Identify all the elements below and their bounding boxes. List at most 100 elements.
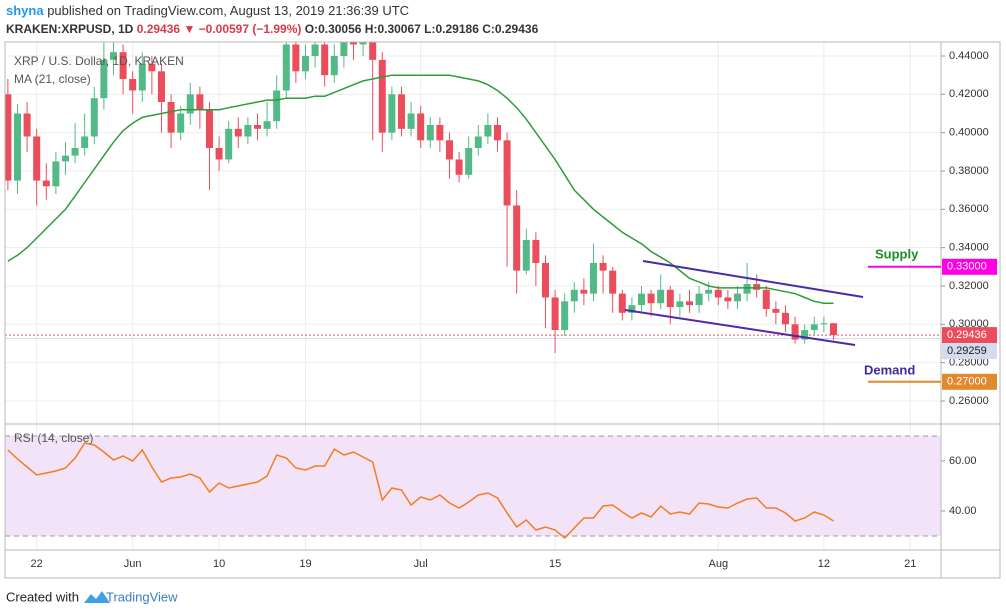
candle-body <box>253 124 261 129</box>
candle-body <box>570 289 578 302</box>
candle-body <box>666 289 674 308</box>
candle-body <box>215 147 223 160</box>
candle-body <box>321 44 329 76</box>
candle-body <box>714 289 722 298</box>
candle-body <box>42 180 50 187</box>
y-tick-label: 0.38000 <box>949 165 989 177</box>
candle-body <box>657 289 665 304</box>
frame <box>4 41 1001 579</box>
axis-labels: 22 Jun 10 19 Jul 15 Aug 12 210.260000.280000.300… <box>31 50 997 570</box>
price-label-box <box>942 258 997 275</box>
candle-body <box>599 262 607 271</box>
channel-top <box>642 260 864 298</box>
rsi-tick-label: 60.00 <box>949 455 977 467</box>
candle-body <box>234 128 242 137</box>
indicator-lines <box>7 74 834 540</box>
candle-body <box>359 42 367 45</box>
candle-body <box>129 78 137 91</box>
demand-label: Demand <box>864 362 915 377</box>
candle-body <box>71 147 79 156</box>
candle-body <box>551 297 559 331</box>
candle-body <box>148 63 156 72</box>
candle-body <box>23 113 31 137</box>
rsi-line <box>7 442 834 540</box>
candle-body <box>263 121 271 129</box>
candle-body <box>205 109 213 148</box>
candle-body <box>829 323 837 336</box>
candle-body <box>417 113 425 141</box>
rsi-tick-label: 40.00 <box>949 505 977 517</box>
candle-body <box>801 330 809 340</box>
price-legend: XRP / U.S. Dollar, 1D, KRAKEN <box>14 54 184 68</box>
symbol: KRAKEN:XRPUSD, 1D <box>6 22 134 36</box>
candle-body <box>561 301 569 331</box>
candle-body <box>330 55 338 76</box>
footer-created: Created with <box>6 589 79 604</box>
candle-body <box>695 293 703 306</box>
x-tick-label: 22 <box>31 558 43 570</box>
rsi-band <box>5 435 941 537</box>
candle-body <box>685 301 693 306</box>
candle-body <box>100 59 108 99</box>
candle-body <box>138 63 146 91</box>
candle-body <box>167 101 175 133</box>
candle-body <box>426 124 434 141</box>
y-tick-label: 0.28000 <box>949 357 989 369</box>
candle-body <box>541 262 549 298</box>
candle-body <box>618 293 626 313</box>
candle-body <box>225 128 233 160</box>
x-tick-label: 15 <box>549 558 561 570</box>
candle-body <box>52 161 60 187</box>
candle-body <box>407 113 415 129</box>
y-tick-label: 0.40000 <box>949 127 989 139</box>
price-label: 0.27000 <box>947 376 987 388</box>
x-tick-label: 21 <box>904 558 916 570</box>
candle-body <box>90 98 98 137</box>
candle-body <box>436 124 444 141</box>
y-tick-label: 0.44000 <box>949 50 989 62</box>
header-line: shyna published on TradingView.com, Augu… <box>6 3 409 18</box>
y-tick-label: 0.26000 <box>949 395 989 407</box>
y-tick-label: 0.34000 <box>949 242 989 254</box>
footer-brand[interactable]: TradingView <box>106 589 178 604</box>
candle-body <box>753 284 761 290</box>
ohlc: O:0.30056 H:0.30067 L:0.29186 C:0.29436 <box>305 22 539 36</box>
candle-body <box>589 262 597 294</box>
candle-body <box>397 94 405 129</box>
x-tick-label: 10 <box>213 558 225 570</box>
candle-body <box>5 94 12 181</box>
rsi-legend: RSI (14, close) <box>14 431 93 445</box>
candle-body <box>445 140 453 160</box>
last-price: 0.29436 <box>137 22 181 36</box>
candle-body <box>705 289 713 294</box>
published: published on TradingView.com, August 13,… <box>47 3 409 18</box>
candle-body <box>311 44 319 56</box>
change: ▼ −0.00597 (−1.99%) <box>183 22 301 36</box>
candle-body <box>119 52 127 79</box>
candle-body <box>33 136 41 181</box>
price-label-box <box>942 327 997 344</box>
symbol-line: KRAKEN:XRPUSD, 1D 0.29436 ▼ −0.00597 (−1… <box>6 22 539 36</box>
candle-body <box>81 136 89 148</box>
candle-body <box>455 159 463 175</box>
candle-body <box>196 94 204 110</box>
x-tick-label: Aug <box>708 558 728 570</box>
candle-body <box>282 44 290 91</box>
author[interactable]: shyna <box>6 3 44 18</box>
y-tick-label: 0.32000 <box>949 280 989 292</box>
ma-line <box>7 74 834 304</box>
candle-body <box>61 155 69 162</box>
candle-body <box>388 94 396 133</box>
candle-body <box>580 289 588 294</box>
candle-body <box>13 113 21 181</box>
candle-body <box>532 239 540 263</box>
candle-body <box>522 239 530 271</box>
price-label: 0.33000 <box>947 261 987 273</box>
candle-body <box>609 270 617 294</box>
candle-body <box>465 147 473 175</box>
x-tick-label: 12 <box>818 558 830 570</box>
supply-label: Supply <box>875 246 919 261</box>
rsi-band-fill <box>5 436 941 536</box>
candle-body <box>493 124 501 141</box>
candle-body <box>273 90 281 122</box>
